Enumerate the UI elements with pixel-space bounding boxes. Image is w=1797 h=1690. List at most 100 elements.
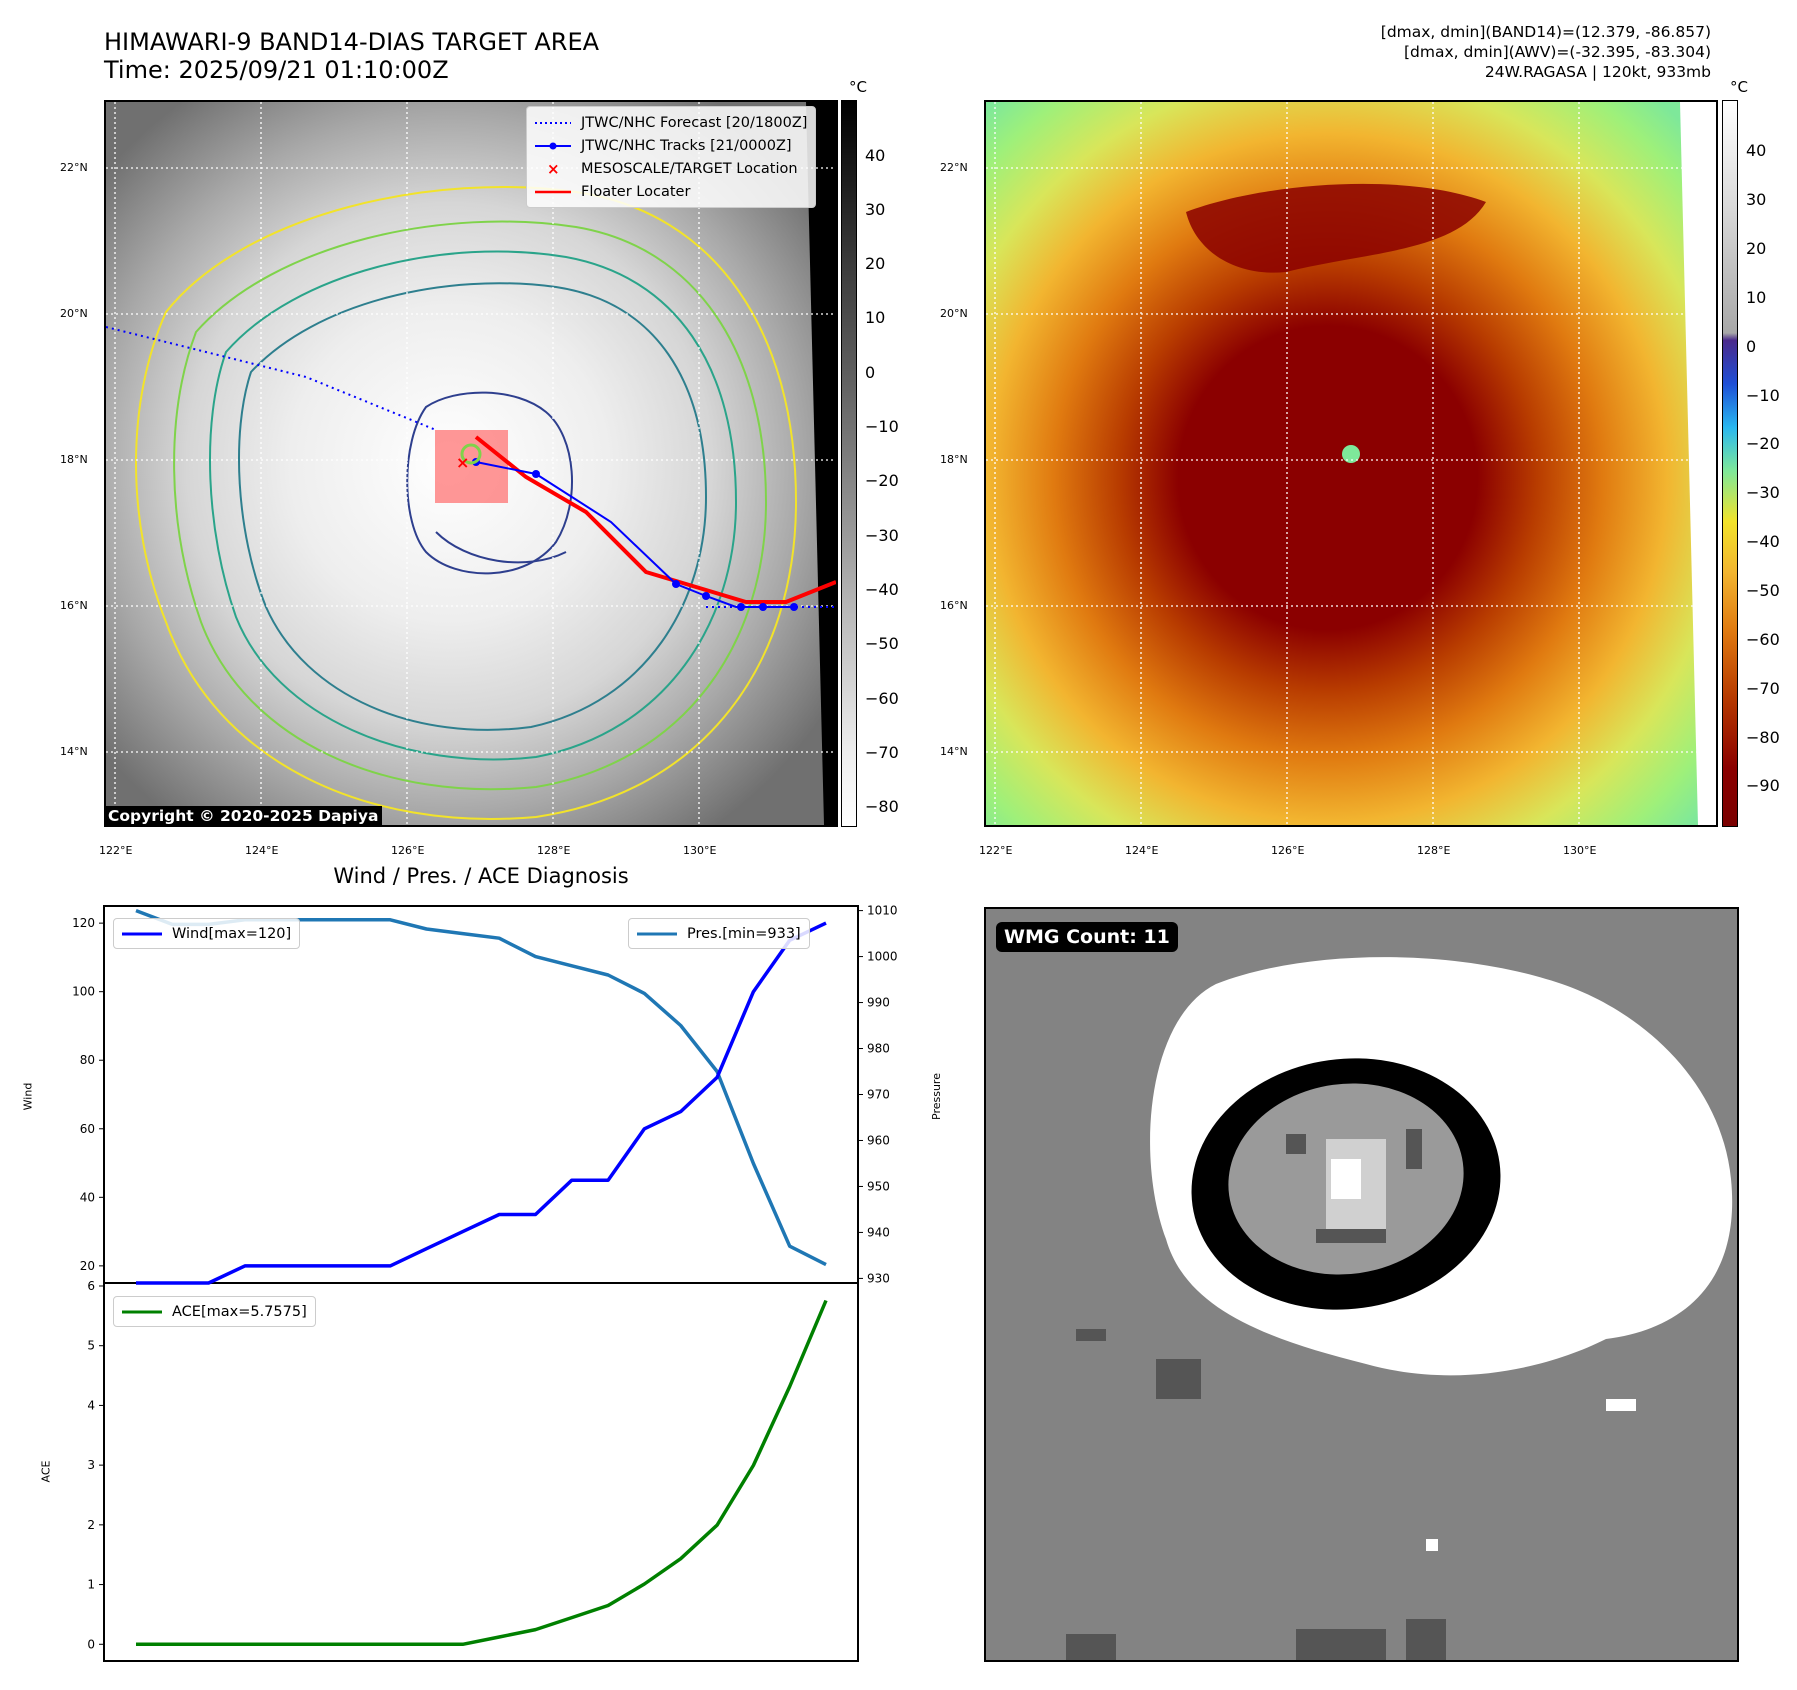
color-ir-map-panel: [984, 100, 1718, 827]
pressure-axis-label: Pressure: [929, 1073, 943, 1120]
lon-label: 126°E: [1271, 844, 1305, 857]
lat-label: 14°N: [940, 745, 968, 758]
lat-label: 18°N: [940, 453, 968, 466]
lon-label: 130°E: [683, 844, 717, 857]
colorbar-tick: −30: [1746, 483, 1780, 502]
ir-map-panel: ×: [104, 100, 838, 827]
ace-tick-label: 0: [87, 1637, 95, 1651]
colorbar-tick: −70: [1746, 679, 1780, 698]
colorbar-tick: 0: [865, 363, 876, 382]
colorbar-tick: 30: [865, 200, 886, 219]
lon-label: 126°E: [391, 844, 425, 857]
colorbar-tick: −60: [1746, 630, 1780, 649]
pressure-legend-label: Pres.[min=933]: [687, 925, 801, 942]
colorbar-tick: 20: [1746, 239, 1767, 258]
colorbar-tick: −40: [865, 580, 899, 599]
title-line-2: Time: 2025/09/21 01:10:00Z: [104, 56, 449, 84]
colorbar-unit: °C: [849, 78, 867, 96]
colorbar-tick: −20: [1746, 434, 1780, 453]
wmg-count-badge: WMG Count: 11: [996, 922, 1178, 952]
colorbar-tick: −10: [865, 417, 899, 436]
pressure-tick-label: 970: [867, 1088, 890, 1102]
svg-text:×: ×: [456, 453, 469, 472]
wind-legend: Wind[max=120]: [113, 918, 301, 949]
pressure-tick-label: 940: [867, 1225, 890, 1239]
pressure-tick-label: 960: [867, 1133, 890, 1147]
lat-label: 20°N: [940, 307, 968, 320]
wind-tick-label: 100: [72, 985, 95, 999]
ace-tick-label: 4: [87, 1398, 95, 1412]
wind-tick-label: 40: [80, 1190, 95, 1204]
info-line-2: [dmax, dmin](AWV)=(-32.395, -83.304): [1404, 43, 1711, 61]
lon-label: 122°E: [99, 844, 133, 857]
info-line-3: 24W.RAGASA | 120kt, 933mb: [1484, 63, 1711, 81]
lat-label: 18°N: [60, 453, 88, 466]
colorbar-tick: −10: [1746, 386, 1780, 405]
lat-label: 20°N: [60, 307, 88, 320]
wind-tick-label: 60: [80, 1122, 95, 1136]
ace-frame: [103, 1282, 859, 1662]
ace-legend-label: ACE[max=5.7575]: [172, 1303, 307, 1320]
pressure-legend: Pres.[min=933]: [628, 918, 810, 949]
colorbar-tick: 10: [1746, 288, 1767, 307]
track-legend: JTWC/NHC Forecast [20/1800Z] JTWC/NHC Tr…: [526, 106, 817, 208]
lat-label: 16°N: [60, 599, 88, 612]
lon-label: 124°E: [245, 844, 279, 857]
colorbar-tick: −20: [865, 471, 899, 490]
wind-tick-label: 80: [80, 1053, 95, 1067]
colorbar-tick: −50: [1746, 581, 1780, 600]
chart-title: HIMAWARI-9 BAND14-DIAS TARGET AREA Time:…: [104, 28, 599, 84]
colorbar-left: [841, 100, 857, 827]
colorbar-tick: −80: [1746, 728, 1780, 747]
colorbar-tick: −50: [865, 634, 899, 653]
ace-tick-label: 2: [87, 1518, 95, 1532]
lat-label: 14°N: [60, 745, 88, 758]
wind-series-line: [136, 921, 827, 1285]
lon-label: 128°E: [537, 844, 571, 857]
wind-tick-label: 20: [80, 1259, 95, 1273]
colorbar-tick: −80: [865, 797, 899, 816]
pressure-tick-label: 1000: [867, 950, 898, 964]
pressure-series-line: [135, 908, 827, 1267]
ace-tick-label: 3: [87, 1458, 95, 1472]
svg-text:×: ×: [547, 162, 560, 176]
pressure-tick-label: 1010: [867, 904, 898, 918]
wind-axis-label: Wind: [21, 1082, 35, 1111]
pressure-tick-label: 930: [867, 1271, 890, 1285]
lon-label: 130°E: [1563, 844, 1597, 857]
legend-floater: Floater Locater: [535, 183, 691, 200]
wind-tick-label: 120: [72, 916, 95, 930]
pressure-tick-label: 950: [867, 1179, 890, 1193]
lat-label: 22°N: [940, 161, 968, 174]
colorbar-tick: 0: [1746, 337, 1757, 356]
ace-legend: ACE[max=5.7575]: [113, 1296, 316, 1327]
color-ir-image: [986, 102, 1716, 825]
colorbar-unit: °C: [1730, 78, 1748, 96]
legend-target: × MESOSCALE/TARGET Location: [547, 160, 798, 177]
copyright-label: Copyright © 2020-2025 Dapiya: [104, 806, 383, 826]
ace-series-line: [136, 1299, 828, 1647]
lon-label: 122°E: [979, 844, 1013, 857]
colorbar-tick: 40: [1746, 141, 1767, 160]
lon-label: 124°E: [1125, 844, 1159, 857]
colorbar-tick: −40: [1746, 532, 1780, 551]
colorbar-tick: −90: [1746, 776, 1780, 795]
ace-tick-label: 5: [87, 1339, 95, 1353]
info-line-1: [dmax, dmin](BAND14)=(12.379, -86.857): [1380, 23, 1711, 41]
colorbar-tick: 20: [865, 254, 886, 273]
storm-info: [dmax, dmin](BAND14)=(12.379, -86.857) […: [1381, 22, 1711, 82]
ace-tick-label: 6: [87, 1279, 95, 1293]
colorbar-tick: 10: [865, 308, 886, 327]
ace-axis-label: ACE: [39, 1460, 53, 1483]
ace-tick-label: 1: [87, 1578, 95, 1592]
wind-pressure-frame: [103, 905, 859, 1284]
lat-label: 22°N: [60, 161, 88, 174]
diagnosis-title: Wind / Pres. / ACE Diagnosis: [333, 864, 629, 888]
pressure-tick-label: 980: [867, 1042, 890, 1056]
legend-forecast: JTWC/NHC Forecast [20/1800Z]: [535, 114, 808, 131]
diagnosis-chart: 2040608010012093094095096097098099010001…: [72, 904, 898, 1662]
colorbar-tick: 40: [865, 146, 886, 165]
wind-legend-label: Wind[max=120]: [172, 925, 292, 942]
colorbar-tick: −70: [865, 743, 899, 762]
ir-map-image: ×: [106, 102, 836, 825]
